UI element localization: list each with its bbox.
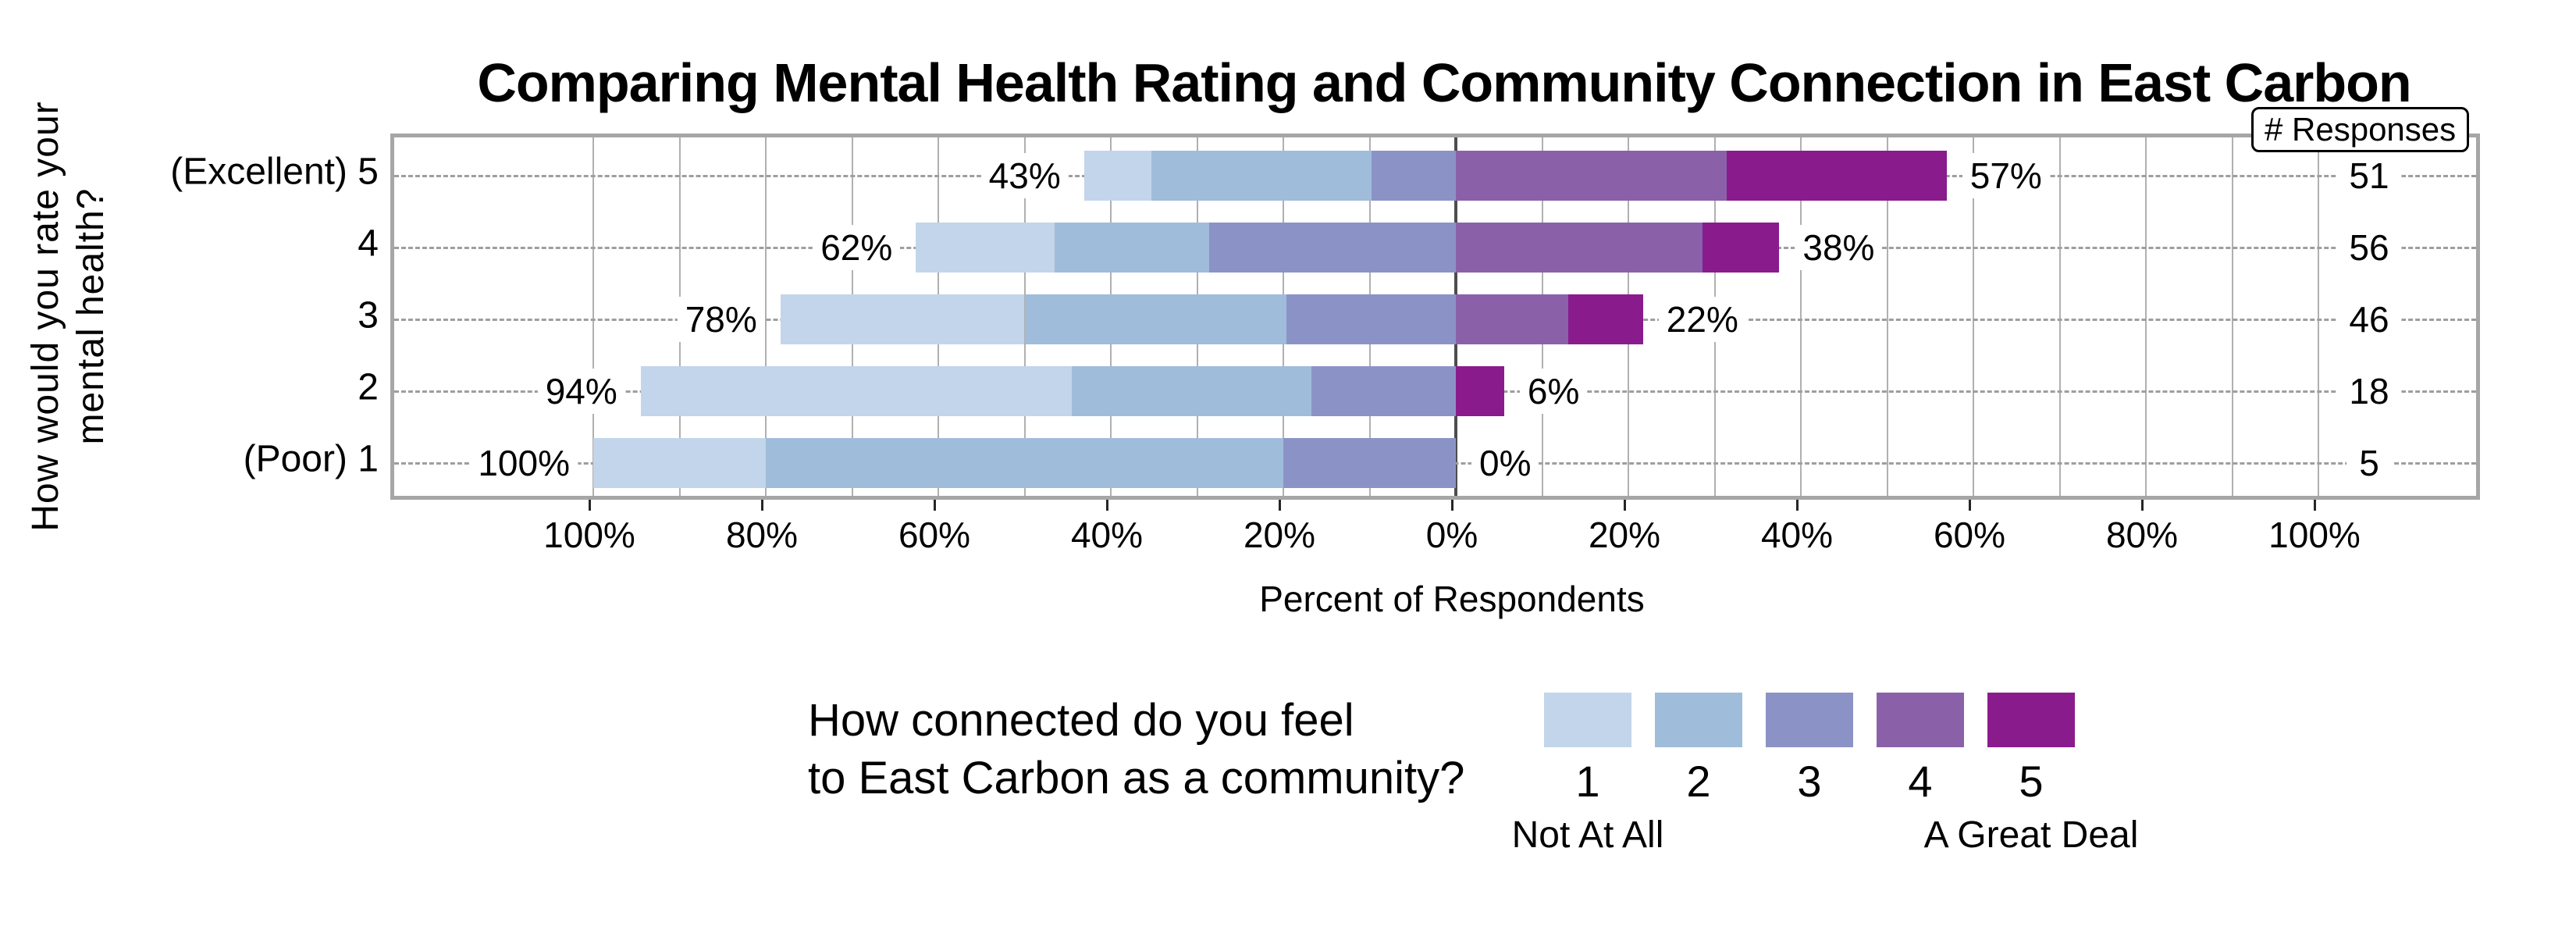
x-tick-label: 60% xyxy=(898,515,971,555)
legend-category-label: 4 xyxy=(1908,757,1933,806)
x-tick-label: 20% xyxy=(1243,515,1316,555)
bar-segment-connection-5 xyxy=(1456,366,1504,416)
x-tick-label: 40% xyxy=(1070,515,1144,555)
x-tick-mark xyxy=(934,500,936,511)
minor-gridline xyxy=(592,137,594,496)
bar-segment-connection-5 xyxy=(1703,223,1780,273)
bar-left-total-label: 78% xyxy=(677,297,765,342)
bar-segment-connection-2 xyxy=(1055,223,1209,273)
bar-segment-connection-3 xyxy=(1283,438,1456,488)
legend-endpoint-right: A Great Deal xyxy=(1923,814,2139,856)
bar-segment-connection-4 xyxy=(1456,223,1703,273)
responses-value: 5 xyxy=(2347,440,2392,486)
legend-question: How connected do you feel to East Carbon… xyxy=(808,692,1464,807)
responses-value: 56 xyxy=(2336,225,2402,270)
x-tick-mark xyxy=(1451,500,1453,511)
bar-left-total-label: 94% xyxy=(537,369,625,414)
legend-category-label: 1 xyxy=(1575,757,1600,806)
y-tick-label: 2 xyxy=(358,366,379,408)
legend-category-label: 2 xyxy=(1686,757,1711,806)
y-axis-title-line1: How would you rate your xyxy=(25,101,66,532)
x-tick-mark xyxy=(761,500,763,511)
x-tick-mark xyxy=(1969,500,1971,511)
minor-gridline xyxy=(2318,137,2319,496)
legend-swatch-2 xyxy=(1655,693,1742,747)
bar-right-total-label: 0% xyxy=(1471,440,1539,486)
y-tick-label: (Poor) 1 xyxy=(243,438,379,480)
responses-value: 18 xyxy=(2336,369,2402,414)
x-tick-mark xyxy=(1279,500,1281,511)
bar-segment-connection-2 xyxy=(766,438,1283,488)
bar-segment-connection-4 xyxy=(1456,151,1727,201)
x-tick-label: 80% xyxy=(2105,515,2179,555)
bar-segment-connection-3 xyxy=(1371,151,1456,201)
bar-right-total-label: 57% xyxy=(1962,153,2050,198)
x-tick-mark xyxy=(589,500,591,511)
legend-category-label: 5 xyxy=(2019,757,2044,806)
bar-segment-connection-2 xyxy=(1151,151,1372,201)
legend-question-line1: How connected do you feel xyxy=(808,695,1354,746)
x-tick-label: 0% xyxy=(1425,515,1478,555)
minor-gridline xyxy=(1973,137,1974,496)
minor-gridline xyxy=(1800,137,1802,496)
minor-gridline xyxy=(765,137,767,496)
bar-segment-connection-2 xyxy=(1024,294,1287,344)
legend-category-label: 3 xyxy=(1797,757,1822,806)
bar-segment-connection-1 xyxy=(780,294,1025,344)
legend-swatch-3 xyxy=(1766,693,1853,747)
legend-swatch-1 xyxy=(1544,693,1631,747)
x-tick-label: 80% xyxy=(725,515,799,555)
legend-swatch-5 xyxy=(1987,693,2075,747)
x-tick-label: 40% xyxy=(1760,515,1834,555)
bar-segment-connection-3 xyxy=(1286,294,1456,344)
bar-segment-connection-1 xyxy=(593,438,766,488)
bar-left-total-label: 43% xyxy=(980,153,1069,198)
responses-value: 46 xyxy=(2336,297,2402,342)
x-tick-mark xyxy=(1796,500,1799,511)
minor-gridline xyxy=(1886,137,1888,496)
bar-left-total-label: 62% xyxy=(813,225,901,270)
bar-segment-connection-1 xyxy=(916,223,1055,273)
bar-segment-connection-5 xyxy=(1726,151,1947,201)
minor-gridline xyxy=(2058,137,2061,496)
legend-endpoint-left: Not At All xyxy=(1511,814,1664,856)
plot-area: 43% 57% 51 62% 38% 56 78% 22% 46 94% 6% 18 100% 0% 5 xyxy=(390,134,2480,500)
bar-segment-connection-1 xyxy=(640,366,1073,416)
bar-segment-connection-4 xyxy=(1456,294,1568,344)
x-tick-mark xyxy=(2314,500,2316,511)
x-tick-label: 100% xyxy=(543,515,635,555)
x-tick-mark xyxy=(1624,500,1626,511)
bar-right-total-label: 22% xyxy=(1658,297,1746,342)
bar-right-total-label: 38% xyxy=(1795,225,1883,270)
responses-header-badge: # Responses xyxy=(2251,107,2470,152)
x-tick-label: 60% xyxy=(1933,515,2006,555)
bar-segment-connection-5 xyxy=(1567,294,1643,344)
bar-left-total-label: 100% xyxy=(470,440,578,486)
y-tick-label: (Excellent) 5 xyxy=(170,151,379,193)
x-axis-title: Percent of Respondents xyxy=(1259,579,1645,619)
minor-gridline xyxy=(2231,137,2233,496)
bar-right-total-label: 6% xyxy=(1519,369,1588,414)
y-tick-label: 4 xyxy=(358,223,379,265)
bar-segment-connection-3 xyxy=(1208,223,1456,273)
bar-segment-connection-3 xyxy=(1311,366,1456,416)
x-tick-label: 100% xyxy=(2268,515,2361,555)
x-tick-label: 20% xyxy=(1588,515,1661,555)
responses-value: 51 xyxy=(2336,153,2402,198)
y-tick-label: 3 xyxy=(358,294,379,337)
legend-question-line2: to East Carbon as a community? xyxy=(808,753,1465,803)
bar-segment-connection-1 xyxy=(1083,151,1151,201)
minor-gridline xyxy=(2145,137,2147,496)
x-tick-mark xyxy=(1106,500,1108,511)
chart-title: Comparing Mental Health Rating and Commu… xyxy=(477,52,2411,113)
bar-segment-connection-2 xyxy=(1072,366,1312,416)
legend-swatch-4 xyxy=(1877,693,1964,747)
x-tick-mark xyxy=(2141,500,2144,511)
